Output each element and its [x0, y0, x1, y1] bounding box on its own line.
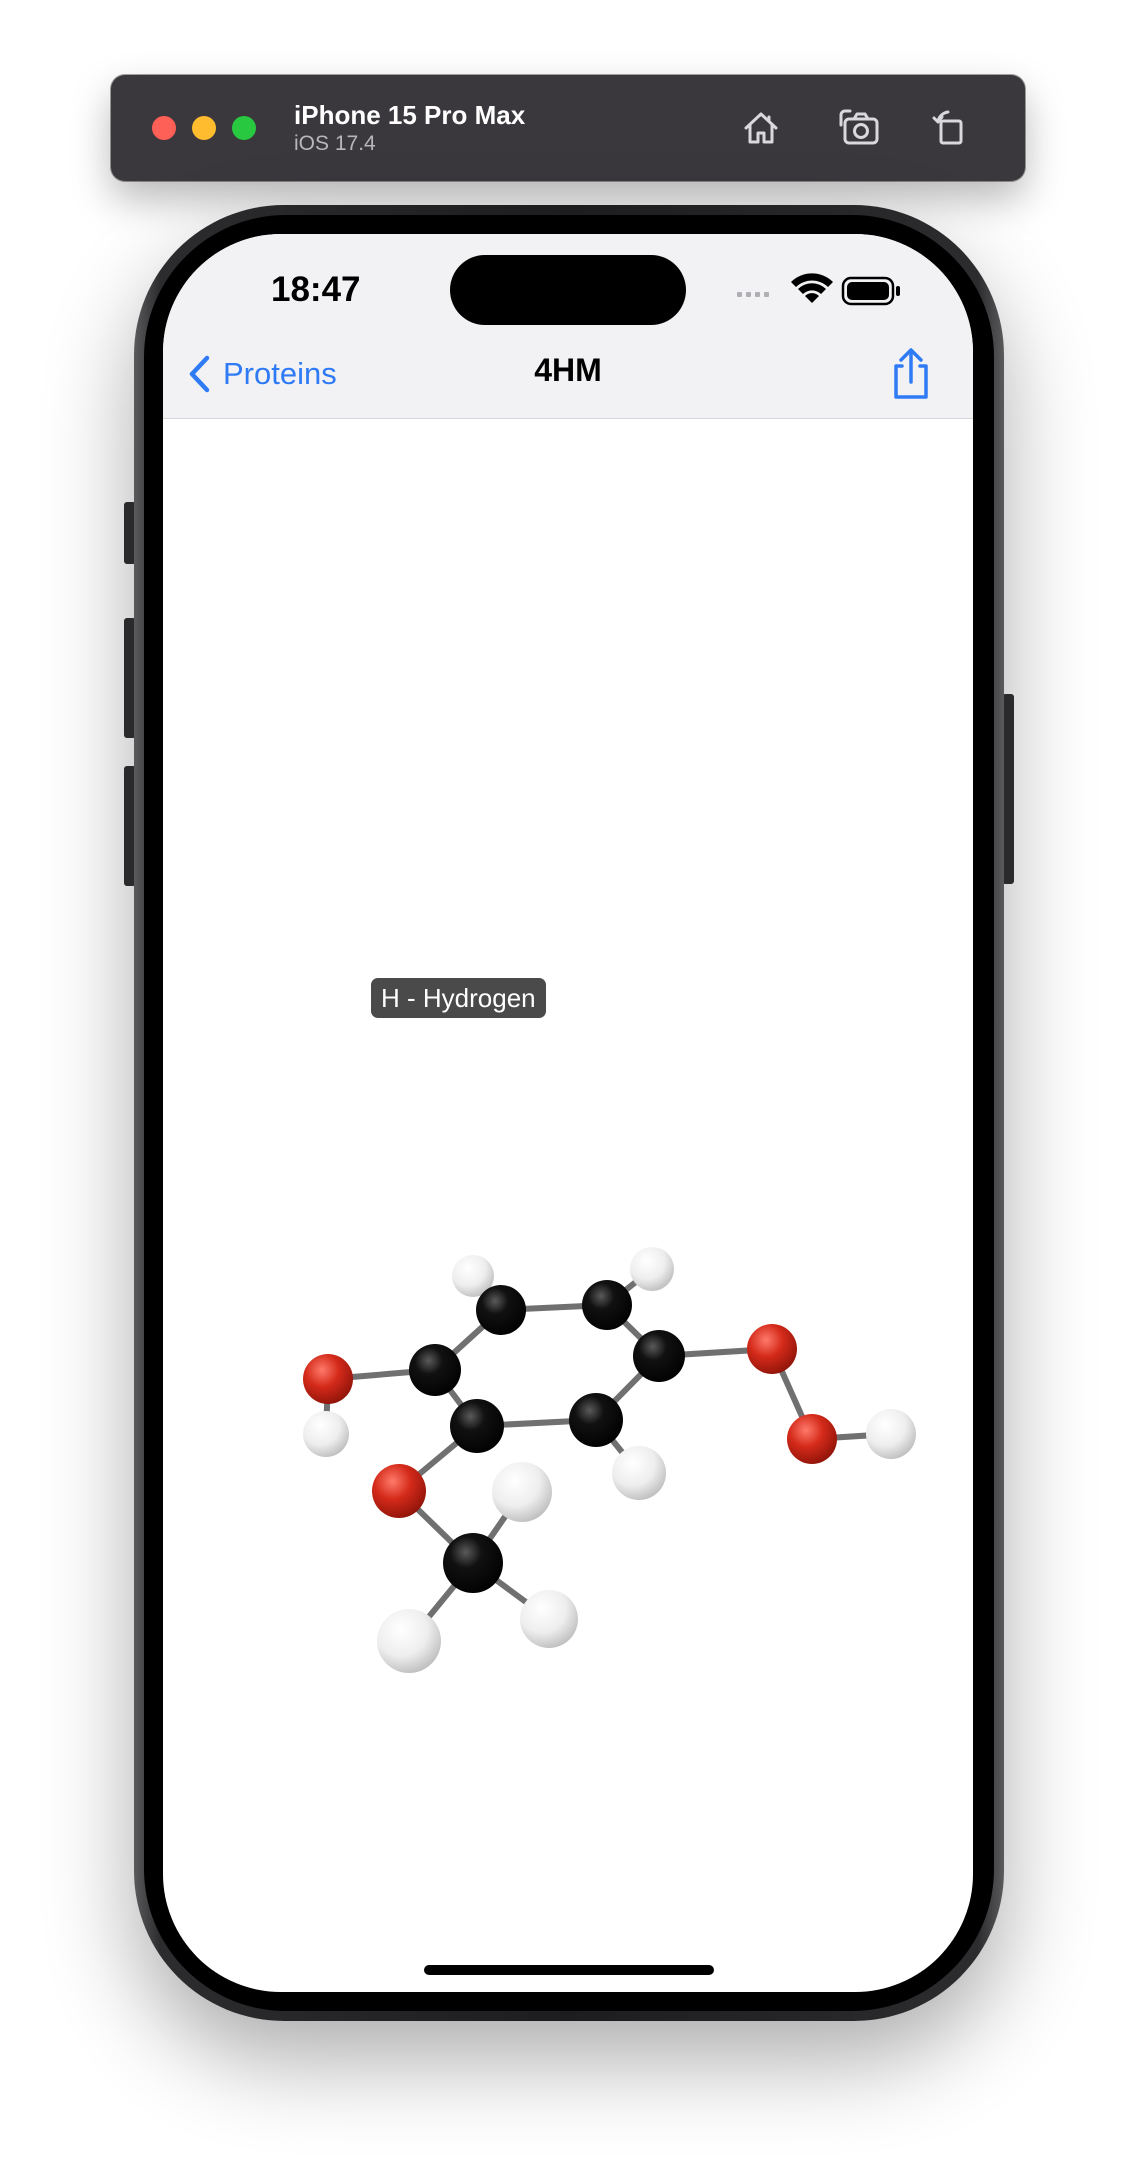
action-button[interactable] — [124, 502, 136, 564]
simulator-os-version: iOS 17.4 — [294, 132, 376, 155]
page-title: 4HM — [534, 352, 602, 388]
carbon-atom — [633, 1330, 685, 1382]
carbon-atom — [476, 1285, 526, 1335]
rotate-icon[interactable] — [926, 104, 974, 152]
dynamic-island — [450, 255, 686, 325]
hydrogen-atom — [377, 1609, 441, 1673]
volume-up-button[interactable] — [124, 618, 136, 738]
zoom-window-button[interactable] — [232, 116, 256, 140]
oxygen-atom — [747, 1324, 797, 1374]
simulator-device-name: iPhone 15 Pro Max — [294, 100, 526, 130]
home-icon[interactable] — [737, 104, 785, 152]
hydrogen-atom — [452, 1255, 494, 1297]
carbon-atom — [582, 1280, 632, 1330]
minimize-window-button[interactable] — [192, 116, 216, 140]
simulator-title-bar — [111, 75, 1025, 181]
molecule-viewport[interactable] — [163, 419, 973, 1992]
hydrogen-atom — [303, 1411, 349, 1457]
oxygen-atom — [303, 1354, 353, 1404]
carbon-atom — [409, 1344, 461, 1396]
back-button-label: Proteins — [223, 356, 337, 391]
carbon-atom — [569, 1393, 623, 1447]
hydrogen-atom — [520, 1590, 578, 1648]
screenshot-icon[interactable] — [836, 104, 884, 152]
atom-tooltip: H - Hydrogen — [371, 978, 546, 1018]
share-icon — [894, 348, 928, 399]
oxygen-atom — [372, 1464, 426, 1518]
hydrogen-atom — [630, 1247, 674, 1291]
hydrogen-atom — [612, 1446, 666, 1500]
close-window-button[interactable] — [152, 116, 176, 140]
status-time: 18:47 — [271, 270, 361, 309]
back-button[interactable]: Proteins — [185, 348, 337, 400]
power-button[interactable] — [1002, 694, 1014, 884]
wifi-icon — [791, 273, 833, 303]
oxygen-atom — [787, 1414, 837, 1464]
chevron-left-icon — [189, 355, 210, 393]
home-indicator[interactable] — [424, 1965, 714, 1975]
molecule-atoms — [303, 1247, 916, 1673]
carbon-atom — [443, 1533, 503, 1593]
carbon-atom — [450, 1399, 504, 1453]
share-button[interactable] — [885, 346, 937, 402]
cellular-signal-icon — [737, 292, 769, 297]
status-icons — [737, 273, 900, 306]
hydrogen-atom — [866, 1409, 916, 1459]
hydrogen-atom — [492, 1462, 552, 1522]
battery-icon — [841, 276, 900, 306]
volume-down-button[interactable] — [124, 766, 136, 886]
device-screen: 18:47 Proteins 4HM — [163, 234, 973, 1992]
